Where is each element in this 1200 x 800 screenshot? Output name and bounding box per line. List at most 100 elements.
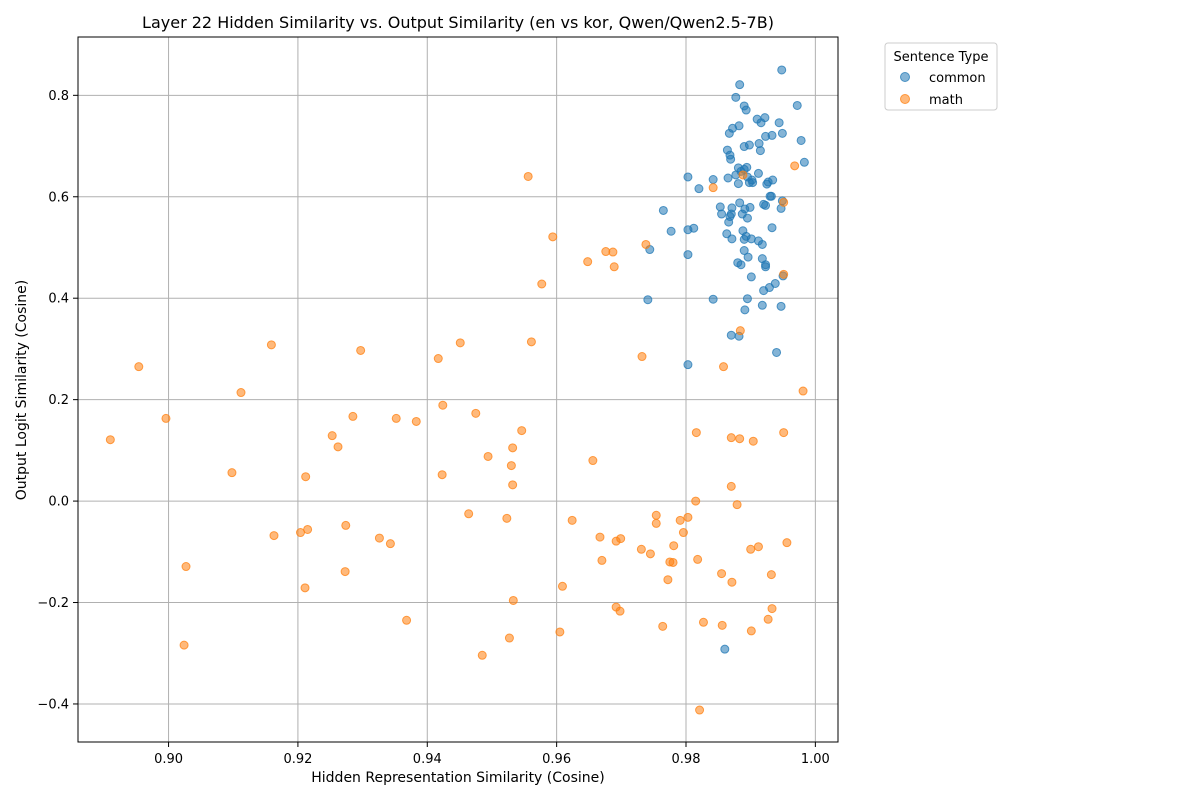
- point-math: [779, 428, 789, 438]
- point-common: [792, 100, 802, 110]
- point-common: [739, 246, 749, 256]
- point-math: [636, 544, 646, 554]
- point-common: [776, 301, 786, 311]
- point-math: [748, 436, 758, 446]
- y-tick-label: 0.0: [48, 495, 69, 510]
- point-common: [683, 225, 693, 235]
- legend-label-common: common: [929, 71, 986, 86]
- point-math: [597, 555, 607, 565]
- point-math: [455, 338, 465, 348]
- point-math: [766, 570, 776, 580]
- y-axis-title: Output Logit Similarity (Cosine): [14, 280, 30, 501]
- point-math: [658, 621, 668, 631]
- point-math: [471, 408, 481, 418]
- point-common: [759, 286, 769, 296]
- point-common: [765, 191, 775, 201]
- point-math: [567, 515, 577, 525]
- point-math: [683, 512, 693, 522]
- point-math: [433, 354, 443, 364]
- x-axis-title: Hidden Representation Similarity (Cosine…: [311, 770, 604, 786]
- point-common: [735, 198, 745, 208]
- legend-title: Sentence Type: [894, 50, 989, 65]
- point-math: [645, 549, 655, 559]
- point-math: [595, 532, 605, 542]
- point-math: [763, 614, 773, 624]
- point-common: [799, 157, 809, 167]
- point-math: [269, 531, 279, 541]
- point-math: [583, 257, 593, 267]
- point-common: [757, 239, 767, 249]
- point-common: [731, 92, 741, 102]
- point-math: [732, 500, 742, 510]
- point-math: [356, 345, 366, 355]
- point-math: [588, 456, 598, 466]
- point-common: [762, 179, 772, 189]
- point-common: [723, 173, 733, 183]
- point-math: [437, 470, 447, 480]
- point-common: [717, 209, 727, 219]
- y-tick-label: −0.2: [37, 596, 69, 611]
- y-tick-label: 0.2: [48, 393, 69, 408]
- tick-layer: 0.90 0.92 0.94 0.96 0.98 1.00 −0.4 −0.2 0.0 0.2 0.…: [37, 89, 829, 767]
- point-common: [739, 142, 749, 152]
- point-math: [608, 247, 618, 257]
- y-tick-label: 0.6: [48, 190, 69, 205]
- point-common: [724, 128, 734, 138]
- point-common: [742, 294, 752, 304]
- point-math: [675, 515, 685, 525]
- point-common: [761, 200, 771, 210]
- point-math: [300, 583, 310, 593]
- point-math: [506, 461, 516, 471]
- chart-title: Layer 22 Hidden Similarity vs. Output Si…: [142, 13, 774, 32]
- point-math: [508, 443, 518, 453]
- point-math: [698, 617, 708, 627]
- point-math: [678, 528, 688, 538]
- legend-label-math: math: [929, 93, 963, 108]
- point-common: [727, 234, 737, 244]
- x-tick-label: 0.96: [542, 752, 571, 767]
- point-math: [668, 557, 678, 567]
- point-math: [504, 633, 514, 643]
- point-common: [742, 213, 752, 223]
- point-math: [537, 279, 547, 289]
- point-math: [340, 567, 350, 577]
- point-math: [385, 539, 395, 549]
- point-math: [464, 509, 474, 519]
- point-math: [782, 538, 792, 548]
- point-math: [798, 386, 808, 396]
- point-common: [726, 154, 736, 164]
- point-math: [708, 183, 718, 193]
- point-common: [736, 260, 746, 270]
- point-common: [772, 347, 782, 357]
- point-math: [790, 161, 800, 171]
- point-math: [693, 554, 703, 564]
- point-math: [236, 388, 246, 398]
- point-math: [483, 451, 493, 461]
- x-tick-label: 1.00: [801, 752, 830, 767]
- point-math: [691, 428, 701, 438]
- point-math: [727, 577, 737, 587]
- x-tick-label: 0.94: [413, 752, 442, 767]
- point-common: [774, 118, 784, 128]
- point-math: [341, 520, 351, 530]
- point-math: [746, 626, 756, 636]
- point-math: [555, 627, 565, 637]
- point-math: [477, 650, 487, 660]
- point-common: [755, 146, 765, 156]
- point-common: [708, 175, 718, 185]
- y-tick-label: −0.4: [37, 697, 69, 712]
- point-common: [724, 217, 734, 227]
- point-math: [767, 604, 777, 614]
- point-math: [719, 362, 729, 372]
- point-math: [508, 595, 518, 605]
- point-math: [508, 480, 518, 490]
- point-math: [296, 528, 306, 538]
- legend-marker-common: [900, 72, 910, 82]
- point-common: [741, 105, 751, 115]
- plot-frame: [77, 36, 839, 743]
- point-common: [753, 168, 763, 178]
- point-math: [557, 581, 567, 591]
- point-math: [738, 170, 748, 180]
- x-tick-label: 0.90: [154, 752, 183, 767]
